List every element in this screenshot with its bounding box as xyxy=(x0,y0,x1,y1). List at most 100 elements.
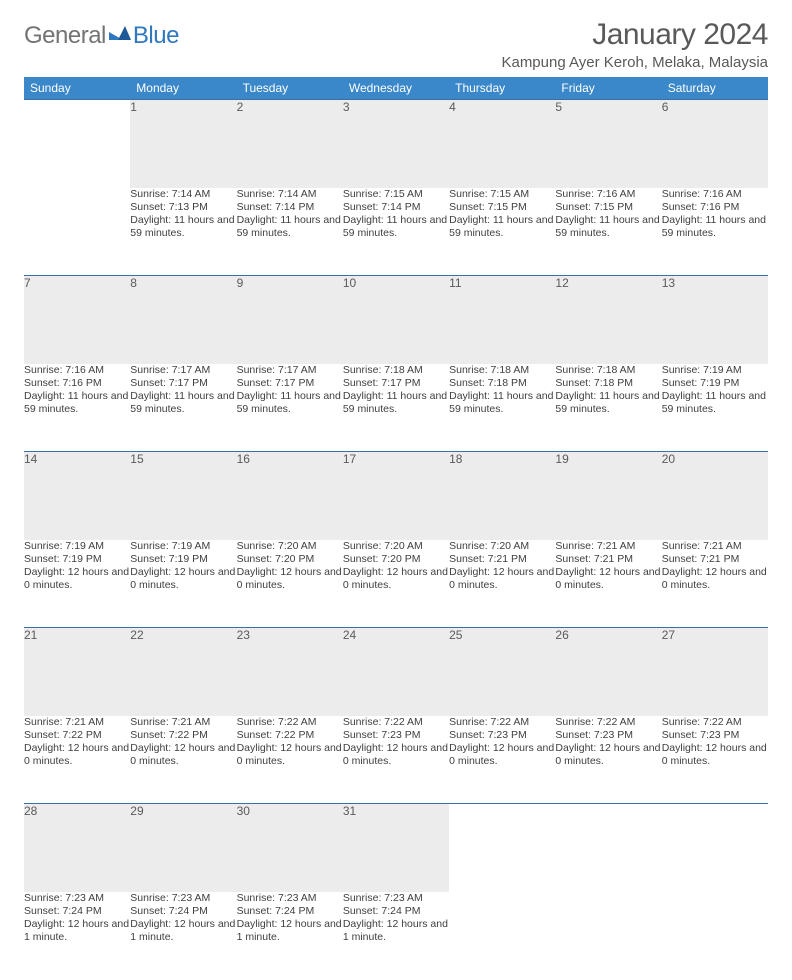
day-number-cell: 27 xyxy=(662,628,768,716)
day-content-cell: Sunrise: 7:15 AMSunset: 7:14 PMDaylight:… xyxy=(343,188,449,276)
day-content-row: Sunrise: 7:23 AMSunset: 7:24 PMDaylight:… xyxy=(24,892,768,980)
daylight-line: Daylight: 12 hours and 1 minute. xyxy=(24,918,130,944)
day-number-cell: 29 xyxy=(130,804,236,892)
sunset-line: Sunset: 7:22 PM xyxy=(237,729,343,742)
day-content-row: Sunrise: 7:19 AMSunset: 7:19 PMDaylight:… xyxy=(24,540,768,628)
day-content-cell: Sunrise: 7:22 AMSunset: 7:23 PMDaylight:… xyxy=(343,716,449,804)
daylight-line: Daylight: 11 hours and 59 minutes. xyxy=(555,390,661,416)
daylight-line: Daylight: 11 hours and 59 minutes. xyxy=(662,214,768,240)
sunrise-line: Sunrise: 7:16 AM xyxy=(662,188,768,201)
day-number-cell: 31 xyxy=(343,804,449,892)
daylight-line: Daylight: 11 hours and 59 minutes. xyxy=(343,390,449,416)
sunset-line: Sunset: 7:22 PM xyxy=(24,729,130,742)
day-content-cell: Sunrise: 7:22 AMSunset: 7:22 PMDaylight:… xyxy=(237,716,343,804)
day-number-cell: 3 xyxy=(343,100,449,188)
day-number-cell: 9 xyxy=(237,276,343,364)
day-number-cell: 26 xyxy=(555,628,661,716)
day-content-cell: Sunrise: 7:23 AMSunset: 7:24 PMDaylight:… xyxy=(237,892,343,980)
sunset-line: Sunset: 7:23 PM xyxy=(555,729,661,742)
day-number-cell: 19 xyxy=(555,452,661,540)
page-header: General Blue January 2024 Kampung Ayer K… xyxy=(24,18,768,71)
daylight-line: Daylight: 12 hours and 0 minutes. xyxy=(449,742,555,768)
day-content-cell: Sunrise: 7:21 AMSunset: 7:21 PMDaylight:… xyxy=(555,540,661,628)
sunset-line: Sunset: 7:19 PM xyxy=(24,553,130,566)
day-number-cell: 28 xyxy=(24,804,130,892)
day-number-cell: 7 xyxy=(24,276,130,364)
daylight-line: Daylight: 12 hours and 0 minutes. xyxy=(130,566,236,592)
sunset-line: Sunset: 7:16 PM xyxy=(24,377,130,390)
daylight-line: Daylight: 12 hours and 0 minutes. xyxy=(24,742,130,768)
daylight-line: Daylight: 12 hours and 1 minute. xyxy=(343,918,449,944)
day-content-cell xyxy=(662,892,768,980)
weekday-header: Friday xyxy=(555,77,661,100)
daylight-line: Daylight: 12 hours and 0 minutes. xyxy=(449,566,555,592)
day-content-cell: Sunrise: 7:21 AMSunset: 7:22 PMDaylight:… xyxy=(24,716,130,804)
day-content-cell: Sunrise: 7:16 AMSunset: 7:16 PMDaylight:… xyxy=(24,364,130,452)
weekday-header: Monday xyxy=(130,77,236,100)
daylight-line: Daylight: 12 hours and 1 minute. xyxy=(237,918,343,944)
daylight-line: Daylight: 12 hours and 0 minutes. xyxy=(237,742,343,768)
weekday-header: Saturday xyxy=(662,77,768,100)
day-content-cell: Sunrise: 7:17 AMSunset: 7:17 PMDaylight:… xyxy=(130,364,236,452)
day-number-cell: 21 xyxy=(24,628,130,716)
sunrise-line: Sunrise: 7:23 AM xyxy=(237,892,343,905)
daylight-line: Daylight: 11 hours and 59 minutes. xyxy=(130,214,236,240)
sunrise-line: Sunrise: 7:21 AM xyxy=(555,540,661,553)
sunset-line: Sunset: 7:19 PM xyxy=(662,377,768,390)
daylight-line: Daylight: 12 hours and 0 minutes. xyxy=(555,742,661,768)
sunset-line: Sunset: 7:14 PM xyxy=(237,201,343,214)
daylight-line: Daylight: 12 hours and 0 minutes. xyxy=(662,566,768,592)
day-number-cell: 20 xyxy=(662,452,768,540)
title-block: January 2024 Kampung Ayer Keroh, Melaka,… xyxy=(501,18,768,71)
daylight-line: Daylight: 11 hours and 59 minutes. xyxy=(343,214,449,240)
day-content-cell: Sunrise: 7:22 AMSunset: 7:23 PMDaylight:… xyxy=(449,716,555,804)
sunset-line: Sunset: 7:24 PM xyxy=(343,905,449,918)
day-number-cell: 24 xyxy=(343,628,449,716)
sunset-line: Sunset: 7:20 PM xyxy=(237,553,343,566)
day-number-cell xyxy=(449,804,555,892)
weekday-header: Sunday xyxy=(24,77,130,100)
location-subtitle: Kampung Ayer Keroh, Melaka, Malaysia xyxy=(501,54,768,71)
sunset-line: Sunset: 7:13 PM xyxy=(130,201,236,214)
daylight-line: Daylight: 11 hours and 59 minutes. xyxy=(237,390,343,416)
daylight-line: Daylight: 12 hours and 0 minutes. xyxy=(343,566,449,592)
day-content-cell xyxy=(555,892,661,980)
day-number-cell: 1 xyxy=(130,100,236,188)
day-number-row: 78910111213 xyxy=(24,276,768,364)
day-number-cell: 14 xyxy=(24,452,130,540)
brand-general: General xyxy=(24,22,106,50)
sunrise-line: Sunrise: 7:18 AM xyxy=(449,364,555,377)
weekday-header: Thursday xyxy=(449,77,555,100)
sunset-line: Sunset: 7:17 PM xyxy=(237,377,343,390)
day-content-cell: Sunrise: 7:23 AMSunset: 7:24 PMDaylight:… xyxy=(130,892,236,980)
sunset-line: Sunset: 7:21 PM xyxy=(662,553,768,566)
day-content-cell: Sunrise: 7:21 AMSunset: 7:22 PMDaylight:… xyxy=(130,716,236,804)
sunset-line: Sunset: 7:16 PM xyxy=(662,201,768,214)
sunrise-line: Sunrise: 7:18 AM xyxy=(343,364,449,377)
sunset-line: Sunset: 7:20 PM xyxy=(343,553,449,566)
sunrise-line: Sunrise: 7:22 AM xyxy=(555,716,661,729)
day-number-cell: 25 xyxy=(449,628,555,716)
sunset-line: Sunset: 7:15 PM xyxy=(555,201,661,214)
day-content-cell: Sunrise: 7:15 AMSunset: 7:15 PMDaylight:… xyxy=(449,188,555,276)
sunset-line: Sunset: 7:19 PM xyxy=(130,553,236,566)
sunrise-line: Sunrise: 7:22 AM xyxy=(449,716,555,729)
day-content-cell: Sunrise: 7:14 AMSunset: 7:14 PMDaylight:… xyxy=(237,188,343,276)
sunrise-line: Sunrise: 7:22 AM xyxy=(237,716,343,729)
day-content-cell: Sunrise: 7:16 AMSunset: 7:15 PMDaylight:… xyxy=(555,188,661,276)
sunset-line: Sunset: 7:22 PM xyxy=(130,729,236,742)
sunset-line: Sunset: 7:17 PM xyxy=(343,377,449,390)
day-content-cell: Sunrise: 7:16 AMSunset: 7:16 PMDaylight:… xyxy=(662,188,768,276)
daylight-line: Daylight: 12 hours and 0 minutes. xyxy=(24,566,130,592)
sunrise-line: Sunrise: 7:19 AM xyxy=(130,540,236,553)
weekday-header: Wednesday xyxy=(343,77,449,100)
day-number-cell: 15 xyxy=(130,452,236,540)
sunset-line: Sunset: 7:24 PM xyxy=(130,905,236,918)
day-number-cell xyxy=(555,804,661,892)
day-content-cell: Sunrise: 7:18 AMSunset: 7:18 PMDaylight:… xyxy=(449,364,555,452)
day-content-cell: Sunrise: 7:17 AMSunset: 7:17 PMDaylight:… xyxy=(237,364,343,452)
day-content-cell: Sunrise: 7:19 AMSunset: 7:19 PMDaylight:… xyxy=(662,364,768,452)
sunrise-line: Sunrise: 7:19 AM xyxy=(24,540,130,553)
day-number-row: 21222324252627 xyxy=(24,628,768,716)
sunrise-line: Sunrise: 7:15 AM xyxy=(343,188,449,201)
